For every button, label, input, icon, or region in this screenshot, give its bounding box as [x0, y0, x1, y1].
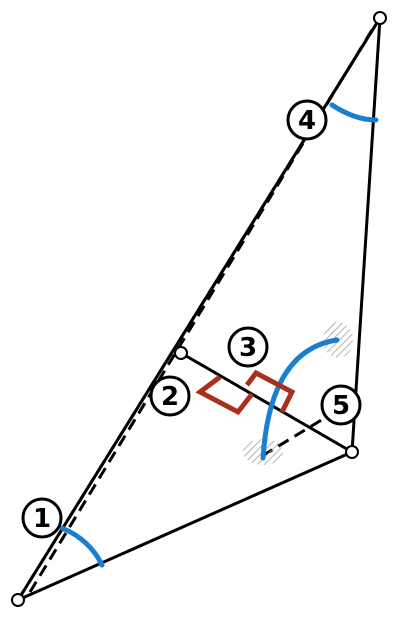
right-angle-mark-2: [195, 375, 254, 416]
vertex-bottom-left: [11, 593, 25, 607]
badge-1-label: 1: [33, 504, 51, 534]
vertex-left-mid: [174, 346, 188, 360]
angle-arc-1: [59, 525, 105, 568]
vertex-right: [345, 445, 359, 459]
badge-5: 5: [320, 384, 362, 426]
badge-3-label: 3: [239, 333, 257, 363]
badge-5-label: 5: [332, 391, 350, 421]
vertex-apex: [373, 11, 387, 25]
edge-apex-to-right-vertex: [350, 16, 382, 454]
dashed-foot-to-right-side: [261, 408, 339, 458]
badge-4-label: 4: [298, 106, 316, 136]
angle-arc-4: [329, 102, 379, 123]
badge-4: 4: [286, 99, 328, 141]
edge-bottom-left-to-right-vertex: [16, 450, 354, 602]
angle-arc-5: [260, 337, 340, 461]
badge-1: 1: [21, 497, 63, 539]
right-angle-mark-3: [245, 369, 296, 414]
edge-left-mid-to-right-vertex: [179, 351, 354, 454]
badge-3: 3: [227, 326, 269, 368]
badge-2: 2: [149, 375, 191, 417]
badge-2-label: 2: [161, 382, 179, 412]
